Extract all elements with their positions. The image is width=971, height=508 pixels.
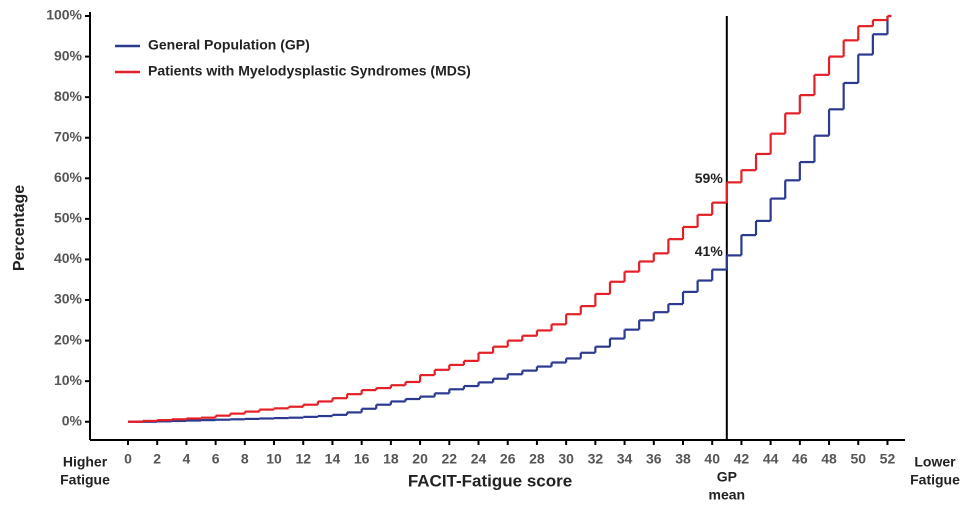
x-tick-label: 12 (295, 451, 311, 467)
y-tick-label: 30% (54, 291, 83, 307)
y-tick-label: 80% (54, 88, 83, 104)
x-tick-label: 40 (704, 451, 720, 467)
legend-label: Patients with Myelodysplastic Syndromes … (148, 63, 471, 79)
x-tick-label: 30 (558, 451, 574, 467)
y-tick-label: 10% (54, 372, 83, 388)
x-tick-label: 4 (182, 451, 190, 467)
end-label: Fatigue (60, 472, 110, 488)
end-label: Higher (63, 454, 108, 470)
x-tick-label: 2 (153, 451, 161, 467)
x-tick-label: 38 (675, 451, 691, 467)
x-tick-label: 32 (588, 451, 604, 467)
x-tick-label: 16 (354, 451, 370, 467)
y-tick-label: 50% (54, 210, 83, 226)
y-axis-label: Percentage (11, 185, 28, 271)
x-tick-label: 26 (500, 451, 516, 467)
x-tick-label: 10 (266, 451, 282, 467)
y-tick-label: 100% (46, 7, 82, 23)
annotation: 41% (695, 243, 724, 259)
y-tick-label: 70% (54, 128, 83, 144)
x-tick-label: 6 (212, 451, 220, 467)
x-tick-label: 36 (646, 451, 662, 467)
x-tick-label: 44 (763, 451, 779, 467)
x-tick-label: 22 (442, 451, 458, 467)
x-tick-label: 50 (850, 451, 866, 467)
y-tick-label: 40% (54, 250, 83, 266)
y-tick-label: 20% (54, 331, 83, 347)
x-tick-label: 8 (241, 451, 249, 467)
x-tick-label: 18 (383, 451, 399, 467)
x-tick-label: 34 (617, 451, 633, 467)
end-label: Fatigue (910, 472, 960, 488)
y-tick-label: 0% (62, 412, 83, 428)
legend-label: General Population (GP) (148, 37, 310, 53)
x-tick-label: 42 (734, 451, 750, 467)
reference-label: mean (709, 487, 746, 503)
x-tick-label: 20 (412, 451, 428, 467)
x-tick-label: 48 (821, 451, 837, 467)
x-tick-label: 28 (529, 451, 545, 467)
x-axis-label: FACIT-Fatigue score (408, 471, 572, 490)
x-tick-label: 14 (325, 451, 341, 467)
y-tick-label: 60% (54, 169, 83, 185)
annotation: 59% (695, 170, 724, 186)
y-tick-label: 90% (54, 47, 83, 63)
x-tick-label: 46 (792, 451, 808, 467)
x-tick-label: 0 (124, 451, 132, 467)
x-tick-label: 24 (471, 451, 487, 467)
end-label: Lower (914, 454, 956, 470)
reference-label: GP (717, 469, 737, 485)
x-tick-label: 52 (880, 451, 896, 467)
